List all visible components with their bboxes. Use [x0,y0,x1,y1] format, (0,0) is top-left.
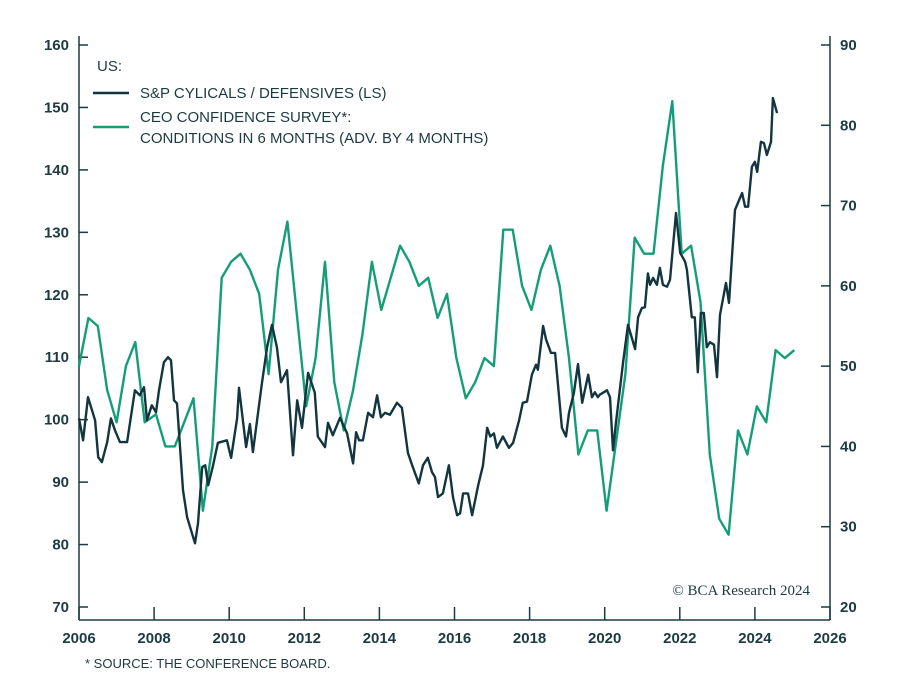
series-line-cyclicals-defensives [77,96,779,545]
x-tick-label: 2022 [663,630,696,647]
left-tick-label: 110 [45,349,69,366]
right-tick-label: 40 [840,438,857,455]
left-tick-label: 140 [44,162,69,179]
x-tick-label: 2014 [363,630,397,647]
x-tick-label: 2012 [288,630,321,647]
legend: US: S&P CYLICALS / DEFENSIVES (LS) CEO C… [93,58,488,147]
left-tick-label: 70 [52,599,69,616]
legend-label-cyclicals: S&P CYLICALS / DEFENSIVES (LS) [140,85,386,102]
right-tick-label: 60 [840,278,857,295]
right-tick-label: 80 [840,117,857,134]
right-tick-label: 20 [840,599,857,616]
right-tick-label: 70 [840,198,857,215]
left-tick-label: 100 [44,412,69,429]
left-tick-label: 150 [44,99,69,116]
x-tick-label: 2006 [62,630,95,647]
legend-title: US: [97,58,122,75]
x-tick-label: 2016 [438,630,471,647]
left-tick-label: 160 [44,37,69,54]
x-tick-label: 2008 [137,630,170,647]
legend-label-ceo-confidence-line2: CONDITIONS IN 6 MONTHS (ADV. BY 4 MONTHS… [140,130,488,147]
x-tick-label: 2010 [213,630,246,647]
left-tick-label: 90 [52,474,69,491]
copyright-watermark: © BCA Research 2024 [672,583,810,599]
x-tick-label: 2026 [813,630,846,647]
series-line-ceo-confidence [77,100,796,536]
right-tick-label: 30 [840,519,857,536]
x-tick-label: 2024 [738,630,772,647]
left-tick-label: 120 [44,287,69,304]
source-footnote: * SOURCE: THE CONFERENCE BOARD. [85,656,330,671]
series-lines [77,96,796,545]
legend-label-ceo-confidence: CEO CONFIDENCE SURVEY*: [140,109,351,126]
x-tick-label: 2020 [588,630,621,647]
x-tick-label: 2018 [513,630,546,647]
left-tick-label: 130 [44,224,69,241]
right-tick-label: 50 [840,358,857,375]
axis-ticks: 70 80 90 100 110 120 130 140 150 160 20 30 40 50 60 70 8… [44,37,857,647]
left-tick-label: 80 [52,537,69,554]
right-tick-label: 90 [840,37,857,54]
